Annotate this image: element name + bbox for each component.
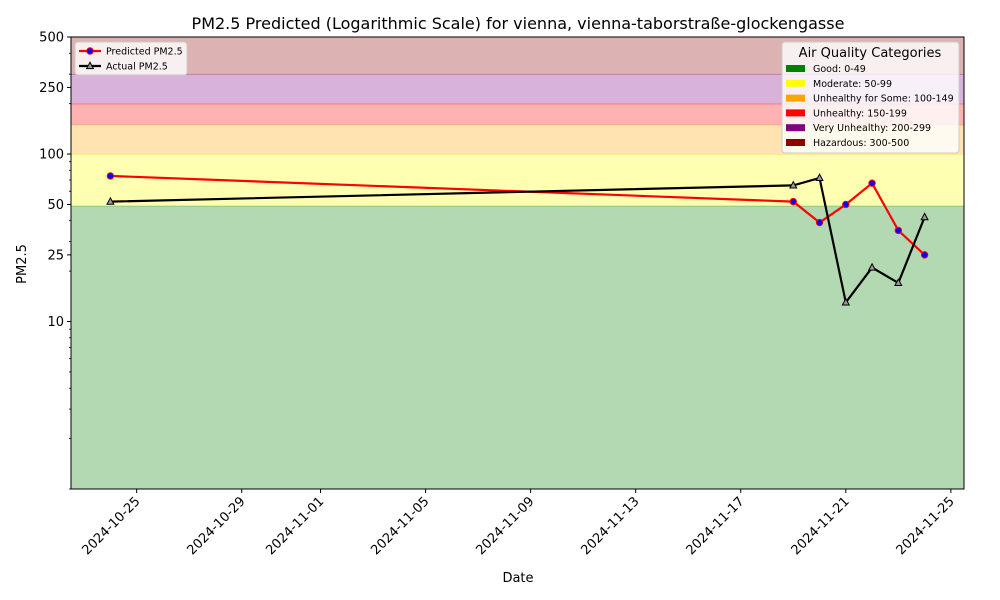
category-legend: Air Quality Categories Good: 0-49 Moderate… — [781, 41, 960, 154]
y-tick-label: 500 — [39, 31, 64, 46]
category-legend-title: Air Quality Categories — [799, 46, 942, 61]
predicted-point — [920, 251, 929, 259]
actual-point — [789, 180, 798, 189]
category-label-3: Unhealthy: 150-199 — [813, 108, 907, 119]
actual-point — [867, 262, 877, 271]
predicted-point — [842, 200, 850, 209]
category-swatch-3 — [786, 109, 805, 117]
x-tick-label: 2024-11-13 — [578, 494, 642, 558]
category-label-4: Very Unhealthy: 200-299 — [813, 123, 931, 134]
x-tick-label: 2024-10-29 — [185, 494, 249, 558]
plot-frame — [70, 36, 965, 490]
series-layer — [106, 172, 929, 306]
x-tick-label: 2024-10-25 — [79, 494, 143, 558]
band-3 — [71, 104, 964, 126]
predicted-point — [815, 218, 824, 227]
y-tick-label: 100 — [39, 148, 64, 163]
category-swatch-1 — [786, 79, 805, 87]
category-label-0: Good: 0-49 — [813, 64, 866, 75]
predicted-point — [894, 226, 903, 235]
y-tick-label: 10 — [47, 315, 64, 330]
category-swatch-5 — [786, 139, 805, 146]
x-axis-label: Date — [502, 571, 533, 586]
x-tick-label: 2024-11-25 — [894, 494, 958, 558]
actual-point — [815, 173, 824, 182]
legend-marker-1 — [85, 61, 95, 70]
y-tick-label: 25 — [47, 248, 64, 263]
y-tick-label: 50 — [47, 198, 64, 213]
x-tick-label: 2024-11-05 — [368, 494, 432, 558]
actual-point — [894, 278, 903, 287]
series-legend-box — [74, 41, 188, 76]
series-legend: Predicted PM2.5 Actual PM2.5 — [74, 41, 188, 76]
x-tick-label: 2024-11-01 — [263, 494, 327, 558]
predicted-point — [868, 179, 876, 187]
x-tick-label: 2024-11-21 — [789, 494, 853, 558]
legend-marker-0 — [86, 47, 94, 55]
chart-title: PM2.5 Predicted (Logarithmic Scale) for … — [192, 14, 845, 33]
y-tick-label: 250 — [39, 81, 64, 96]
category-legend-box — [781, 41, 960, 154]
category-label-5: Hazardous: 300-500 — [813, 138, 909, 149]
predicted-point — [106, 172, 115, 180]
band-0 — [71, 205, 964, 489]
actual-point — [106, 196, 115, 205]
legend-label-0: Predicted PM2.5 — [106, 47, 183, 58]
legend-label-1: Actual PM2.5 — [106, 62, 168, 73]
category-label-2: Unhealthy for Some: 100-149 — [813, 94, 954, 105]
actual-point — [920, 212, 929, 221]
category-label-1: Moderate: 50-99 — [813, 79, 892, 90]
x-tick-label: 2024-11-17 — [684, 494, 748, 558]
predicted-point — [789, 197, 797, 206]
y-axis-label: PM2.5 — [15, 244, 30, 284]
category-swatch-0 — [786, 65, 805, 72]
category-swatch-2 — [786, 94, 805, 102]
category-swatch-4 — [786, 124, 805, 132]
x-tick-label: 2024-11-09 — [473, 494, 537, 558]
actual-point — [841, 297, 851, 306]
